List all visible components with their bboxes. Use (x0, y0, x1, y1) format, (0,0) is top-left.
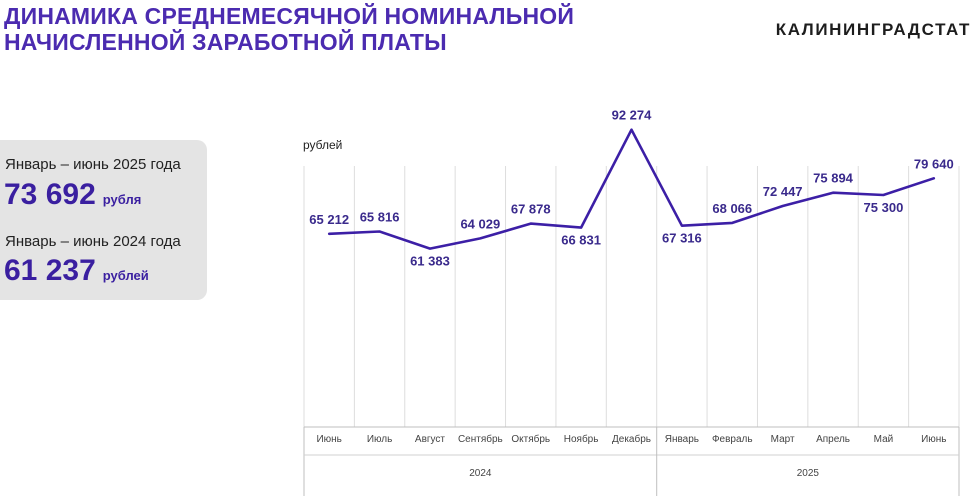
data-label: 75 894 (813, 171, 854, 186)
current-period-label: Январь – июнь 2025 года (5, 156, 181, 173)
data-label: 72 447 (763, 184, 803, 199)
current-unit: рубля (102, 192, 142, 207)
previous-value-row: 61 237 рублей (4, 254, 149, 288)
y-axis-unit-label: рублей (303, 138, 342, 152)
data-label: 64 029 (460, 216, 500, 231)
summary-panel: Январь – июнь 2025 года 73 692 рубля Янва… (0, 140, 207, 300)
title-line-2: НАЧИСЛЕННОЙ ЗАРАБОТНОЙ ПЛАТЫ (4, 29, 447, 55)
data-label: 66 831 (561, 233, 601, 248)
data-label: 65 212 (309, 212, 349, 227)
data-labels: 65 212 65 816 61 383 64 029 67 878 66 831 92 2… (309, 108, 953, 269)
series-line (327, 128, 936, 250)
previous-unit: рублей (102, 268, 149, 283)
chart-grid (303, 166, 960, 427)
title-line-1: ДИНАМИКА СРЕДНЕМЕСЯЧНОЙ НОМИНАЛЬНОЙ (4, 3, 575, 29)
series-wage (327, 128, 936, 250)
data-label: 75 300 (864, 200, 904, 215)
page-title: ДИНАМИКА СРЕДНЕМЕСЯЧНОЙ НОМИНАЛЬНОЙ НАЧИ… (4, 3, 574, 55)
year-label: 2025 (797, 468, 820, 479)
data-label: 79 640 (914, 156, 954, 171)
year-label: 2024 (469, 468, 492, 479)
x-axis: Июнь Июль Август Сентябрь Октябрь Ноябрь Декаб… (303, 426, 960, 496)
x-tick-label: Октябрь (511, 433, 550, 445)
data-label: 67 316 (662, 231, 702, 246)
previous-average-wage: 61 237 (4, 254, 96, 287)
x-tick-label: Август (415, 434, 446, 445)
x-tick-label: Апрель (816, 434, 850, 445)
current-value-row: 73 692 рубля (4, 178, 141, 212)
data-label: 67 878 (511, 202, 551, 217)
x-tick-label: Февраль (712, 434, 753, 445)
data-label: 61 383 (410, 254, 450, 269)
x-tick-label: Декабрь (612, 433, 651, 445)
brand-logo: КАЛИНИНГРАДСТАТ (775, 20, 971, 39)
current-average-wage: 73 692 (4, 178, 96, 211)
previous-period-label: Январь – июнь 2024 года (5, 233, 181, 250)
data-label: 65 816 (360, 210, 400, 225)
x-tick-label: Июнь (316, 434, 341, 445)
x-tick-label: Январь (665, 434, 699, 445)
x-tick-label: Июнь (921, 434, 946, 445)
x-tick-label: Март (771, 434, 795, 445)
data-label: 68 066 (712, 201, 752, 216)
x-tick-label: Июль (367, 434, 393, 445)
x-tick-label: Сентябрь (458, 433, 503, 445)
x-tick-label: Ноябрь (564, 433, 599, 445)
x-tick-label: Май (874, 434, 894, 445)
data-label: 92 274 (612, 108, 653, 123)
